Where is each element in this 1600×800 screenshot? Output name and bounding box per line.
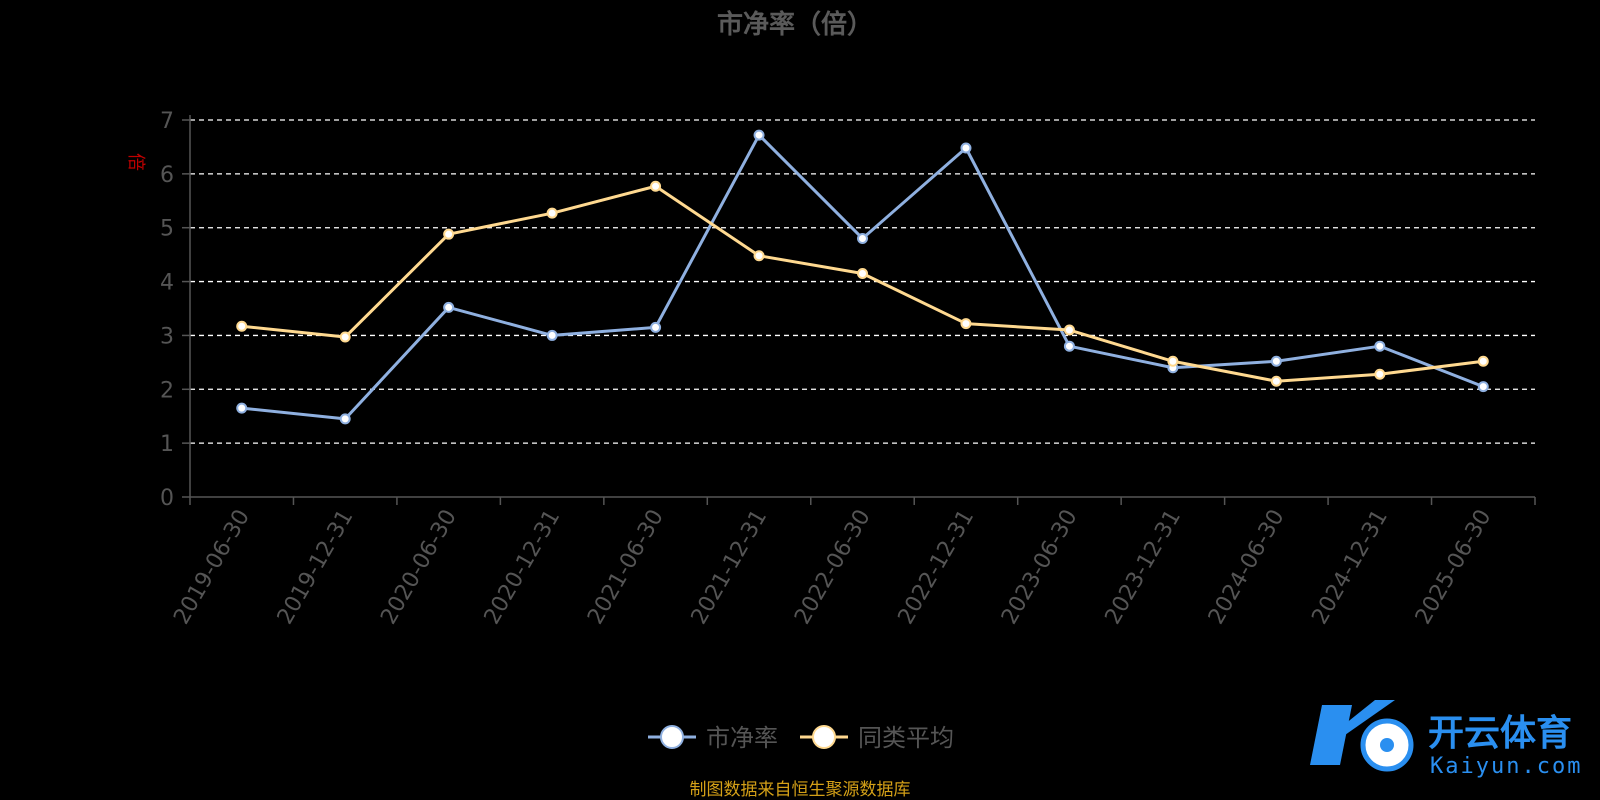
x-tick-label: 2021-06-30 [583, 506, 669, 629]
data-point[interactable] [1374, 368, 1386, 380]
data-point[interactable] [443, 301, 455, 313]
data-point[interactable] [1374, 340, 1386, 352]
data-point[interactable] [546, 329, 558, 341]
y-tick-label: 7 [160, 109, 174, 134]
grid-lines [190, 119, 1535, 444]
data-point[interactable] [960, 142, 972, 154]
logo-k-arm [1340, 700, 1395, 735]
x-tick-label: 2023-06-30 [997, 506, 1083, 629]
x-tick-label: 2023-12-31 [1101, 506, 1187, 629]
x-tick-label: 2019-12-31 [273, 506, 359, 629]
data-point[interactable] [753, 129, 765, 141]
data-point[interactable] [1167, 355, 1179, 367]
series-lines [236, 129, 1489, 425]
x-tick-label: 2019-06-30 [169, 506, 255, 629]
watermark-en: Kaiyun.com [1430, 754, 1582, 779]
legend-label: 市净率 [706, 724, 778, 752]
logo-k-stem [1310, 705, 1352, 765]
chart-title: 市净率（倍） [717, 9, 873, 40]
legend-label: 同类平均 [858, 724, 954, 752]
data-point[interactable] [650, 180, 662, 192]
data-point[interactable] [443, 228, 455, 240]
y-tick-label: 5 [160, 217, 174, 242]
soccer-ball-center [1380, 738, 1394, 752]
series-line [241, 184, 1484, 383]
x-tick-label: 2022-12-31 [894, 506, 980, 629]
y-tick-label: 3 [160, 324, 174, 349]
legend-item[interactable]: 同类平均 [800, 724, 954, 752]
kaiyun-logo: 开云体育 Kaiyun.com [1310, 700, 1582, 779]
x-tick-label: 2021-12-31 [687, 506, 773, 629]
data-point[interactable] [1270, 355, 1282, 367]
x-tick-label: 2024-06-30 [1204, 506, 1290, 629]
y-tick-label: 6 [160, 163, 174, 188]
data-point[interactable] [857, 232, 868, 244]
data-point[interactable] [650, 321, 662, 333]
data-point[interactable] [236, 402, 248, 414]
y-tick-label: 1 [160, 432, 174, 457]
data-point[interactable] [236, 320, 248, 332]
x-tick-label: 2025-06-30 [1411, 506, 1497, 629]
data-point[interactable] [339, 413, 351, 425]
data-point[interactable] [1063, 324, 1075, 336]
data-point[interactable] [1063, 340, 1075, 352]
source-note: 制图数据来自恒生聚源数据库 [690, 780, 911, 800]
data-point[interactable] [1270, 375, 1282, 387]
x-tick-label: 2022-06-30 [790, 506, 876, 629]
data-point[interactable] [960, 318, 972, 330]
x-tick-label: 2020-06-30 [376, 505, 462, 628]
data-point[interactable] [339, 331, 351, 343]
data-point[interactable] [857, 267, 868, 279]
y-axis-label: 倍 [125, 153, 146, 171]
data-point[interactable] [753, 250, 765, 262]
x-tick-label: 2020-12-31 [480, 506, 566, 629]
legend-marker [660, 725, 684, 749]
legend[interactable]: 市净率 同类平均 [648, 724, 954, 752]
x-tick-label: 2024-12-31 [1307, 506, 1393, 629]
legend-item[interactable]: 市净率 [648, 724, 778, 752]
y-tick-label: 4 [160, 271, 174, 296]
data-point[interactable] [1477, 381, 1489, 393]
data-point[interactable] [1477, 355, 1489, 367]
series-1 [236, 180, 1489, 387]
watermark-cn: 开云体育 [1428, 713, 1572, 754]
y-tick-label: 0 [160, 486, 174, 511]
y-tick-label: 2 [160, 378, 174, 403]
legend-marker [812, 725, 836, 749]
series-0 [236, 129, 1489, 425]
data-point[interactable] [546, 207, 558, 219]
